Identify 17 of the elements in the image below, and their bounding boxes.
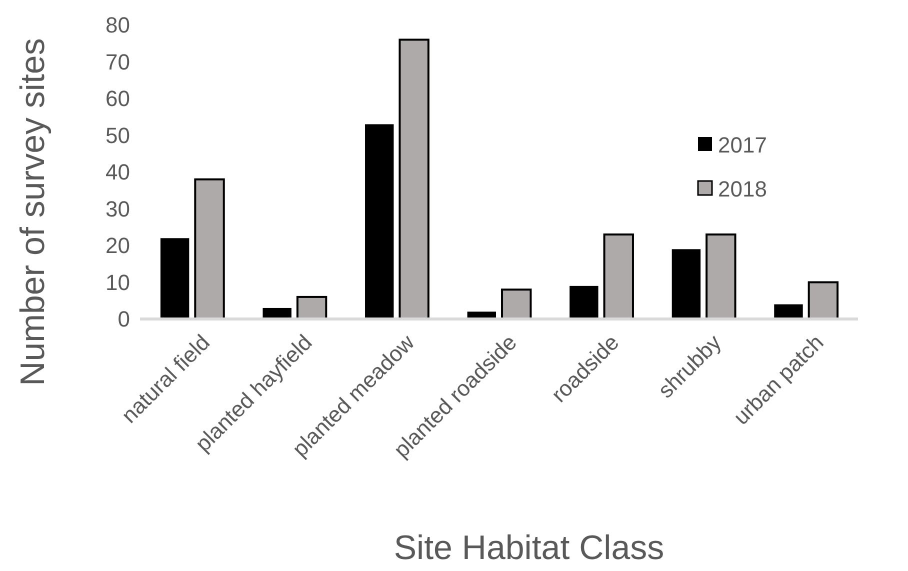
y-tick-label: 60 (106, 86, 130, 112)
y-tick-label: 10 (106, 270, 130, 295)
legend-label: 2017 (718, 132, 767, 158)
y-tick-label: 80 (106, 12, 130, 38)
legend-label: 2018 (718, 176, 767, 202)
bar (365, 124, 394, 319)
x-axis-title: Site Habitat Class (394, 529, 664, 567)
y-tick-label: 70 (106, 49, 130, 74)
bar (672, 249, 701, 319)
bar (160, 238, 190, 319)
bar (570, 286, 598, 319)
y-tick-label: 0 (118, 306, 130, 332)
y-tick-label: 20 (106, 233, 130, 258)
y-tick-label: 30 (106, 196, 130, 222)
y-axis-title: Number of survey sites (14, 38, 52, 386)
y-tick-label: 40 (106, 160, 130, 185)
y-tick-label: 50 (106, 122, 130, 148)
